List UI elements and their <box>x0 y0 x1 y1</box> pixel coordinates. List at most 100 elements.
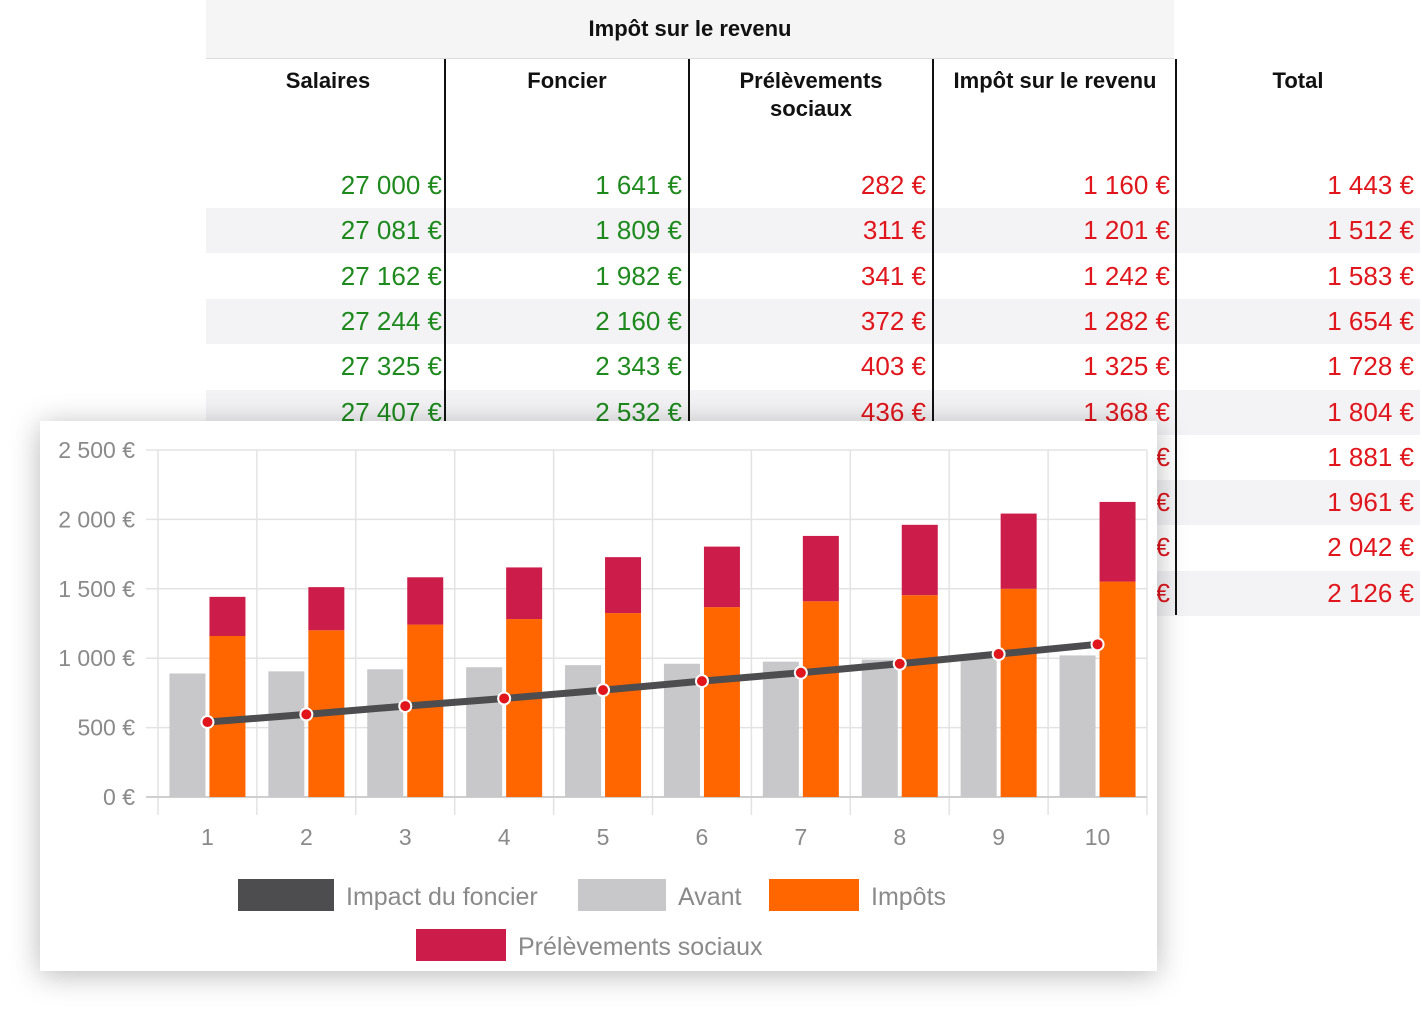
table-cell: 27 162 € <box>340 260 442 291</box>
table-cell: 27 325 € <box>340 351 442 382</box>
table-cell: 27 000 € <box>340 170 442 200</box>
line-impact-foncier <box>203 640 1102 726</box>
column-prelevements: Prélèvements sociaux <box>688 59 932 615</box>
bar-avant <box>960 657 997 797</box>
table-cell: 2 343 € <box>595 351 682 382</box>
bar-prelevements <box>209 596 246 636</box>
table-cell: 1 809 € <box>595 215 682 246</box>
bar-prelevements <box>506 567 543 620</box>
table-cell: 1 443 € <box>1327 170 1414 200</box>
table-cell: 27 081 € <box>340 215 442 246</box>
table-cell: 1 201 € <box>1083 215 1170 246</box>
y-tick-label: 1 000 € <box>58 645 135 671</box>
table-cell: 403 € <box>860 351 926 382</box>
bar-prelevements <box>901 524 938 596</box>
x-tick-label: 5 <box>597 824 610 850</box>
column-header-salaires: Salaires <box>285 68 371 93</box>
line-point <box>1090 637 1105 652</box>
bar-impots <box>703 607 740 797</box>
x-tick-label: 1 <box>201 824 214 850</box>
bar-prelevements <box>802 535 839 602</box>
table-cell: 1 961 € <box>1327 487 1414 518</box>
table-row-band <box>206 208 1420 254</box>
chart: 0 € 500 € 1 000 € 1 500 € 2 000 € 2 500 € 1 2 3 4… <box>58 437 1148 961</box>
bar-avant <box>268 671 305 797</box>
bar-prelevements <box>605 557 642 614</box>
table-cell: 372 € <box>860 305 926 336</box>
column-impot: Impôt sur le revenu <box>932 59 1176 615</box>
table-cell: 27 244 € <box>340 305 442 336</box>
bar-prelevements <box>703 546 740 608</box>
bar-impots <box>605 613 642 797</box>
table-cell: 1 512 € <box>1327 215 1414 246</box>
table-cell: 1 282 € <box>1083 305 1170 336</box>
table-cell: 1 242 € <box>1083 260 1170 291</box>
bar-impots <box>1099 581 1136 797</box>
table-cell: 1 583 € <box>1327 260 1414 291</box>
table-cell: 2 160 € <box>595 305 682 336</box>
bar-prelevements <box>308 587 345 631</box>
x-tick-label: 8 <box>893 824 906 850</box>
table-cell: 1 728 € <box>1327 351 1414 382</box>
bar-avant <box>762 661 799 797</box>
table-cell: 2 042 € <box>1327 532 1414 563</box>
table-cell: € <box>1155 487 1170 518</box>
bar-prelevements <box>407 577 444 625</box>
column-header-impot: Impôt sur le revenu <box>953 68 1157 93</box>
table-cell: 341 € <box>860 260 926 291</box>
legend-swatch <box>769 879 859 911</box>
bar-avant <box>466 667 503 797</box>
line-point <box>793 665 808 680</box>
column-header-foncier: Foncier <box>527 68 607 93</box>
column-header-total: Total <box>1272 68 1324 93</box>
line-point <box>694 674 709 689</box>
table-cell: 2 126 € <box>1327 577 1414 608</box>
bar-avant <box>861 659 898 797</box>
line-point <box>398 699 413 714</box>
tax-table: Impôt sur le revenu Salaires Foncier Pré… <box>206 0 1420 620</box>
table-cell: 1 982 € <box>595 260 682 291</box>
table-cell: 1 804 € <box>1327 396 1414 427</box>
table-cell: 1 325 € <box>1083 351 1170 382</box>
bar-impots <box>1000 588 1037 797</box>
table-cell: € <box>1155 532 1170 563</box>
table-row-band <box>206 298 1420 344</box>
chart-panel: 0 € 500 € 1 000 € 1 500 € 2 000 € 2 500 € 1 2 3 4… <box>40 421 1157 971</box>
line-point <box>991 647 1006 662</box>
line-point <box>497 691 512 706</box>
bar-avant <box>169 673 206 797</box>
x-tick-label: 9 <box>992 824 1005 850</box>
y-tick-label: 500 € <box>77 715 135 741</box>
table-cell: 1 654 € <box>1327 305 1414 336</box>
table-cell: € <box>1155 441 1170 472</box>
x-tick-label: 3 <box>399 824 412 850</box>
table-cell: 311 € <box>862 215 926 246</box>
y-tick-label: 2 500 € <box>58 437 135 463</box>
legend-label: Impôts <box>871 883 946 911</box>
line-point <box>299 707 314 722</box>
column-total: Total <box>1175 59 1419 615</box>
bar-impots <box>407 624 444 797</box>
bar-prelevements <box>1099 501 1136 582</box>
bar-avant <box>367 669 404 797</box>
y-tick-label: 2 000 € <box>58 506 135 532</box>
column-foncier: Foncier <box>444 59 688 615</box>
line-point <box>200 715 215 730</box>
table-cell: € <box>1155 577 1170 608</box>
x-tick-label: 10 <box>1085 824 1111 850</box>
legend-label: Avant <box>678 883 742 911</box>
x-tick-label: 4 <box>498 824 511 850</box>
column-header-prelevements: Prélèvements sociaux <box>739 68 883 121</box>
bar-avant <box>1059 655 1096 797</box>
legend-label: Impact du foncier <box>346 883 538 911</box>
legend-swatch <box>578 879 666 911</box>
column-salaires: Salaires <box>206 59 450 615</box>
bar-prelevements <box>1000 513 1037 589</box>
y-tick-label: 0 € <box>103 784 135 810</box>
x-tick-label: 2 <box>300 824 313 850</box>
table-cell: 282 € <box>860 170 926 200</box>
table-cell: 1 641 € <box>595 170 682 200</box>
bar-impots <box>901 595 938 797</box>
line-point <box>892 656 907 671</box>
table-cell: 1 160 € <box>1083 170 1170 200</box>
